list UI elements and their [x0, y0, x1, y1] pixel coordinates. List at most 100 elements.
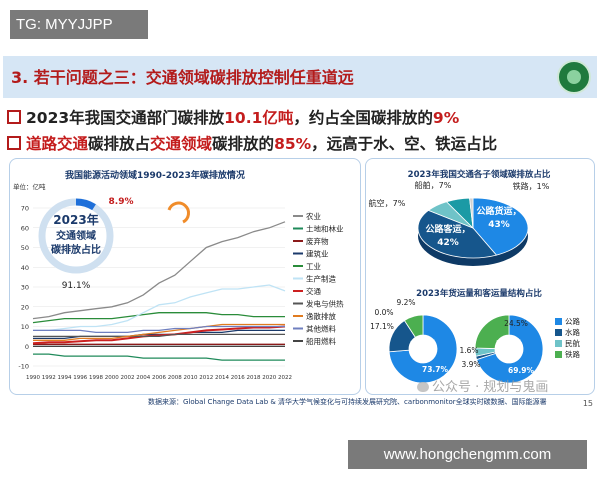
- donut-year: 2023年: [53, 212, 98, 227]
- bullet-1-c: ，约占全国碳排放的: [293, 109, 433, 127]
- legend-entry: 逸散排放: [306, 311, 336, 321]
- donut-value-水路: 1.6%: [459, 346, 478, 355]
- line-series-农业: [32, 221, 286, 320]
- donut-chart-title: 2023年货运量和客运量结构占比: [416, 288, 542, 299]
- pie-label-公路客运: 公路客运，: [425, 223, 470, 235]
- donut-share-arc: [75, 198, 96, 211]
- y-tick-label: 70: [21, 205, 29, 213]
- pie-label-公路货运: 公路货运，: [476, 205, 521, 217]
- y-tick-label: 10: [21, 323, 29, 331]
- slide-header: 3. 若干问题之三：交通领域碳排放控制任重道远: [3, 56, 597, 98]
- bullet-square-icon: [7, 110, 21, 124]
- page-number: 15: [582, 399, 593, 408]
- donut-line2: 碳排放占比: [51, 243, 101, 256]
- line-chart-title: 我国能源活动领域1990-2023年碳排放情况: [65, 169, 245, 181]
- x-tick-label: 2008: [168, 375, 182, 381]
- donut-rest-label: 91.1%: [62, 281, 91, 291]
- x-tick-label: 2002: [121, 375, 135, 381]
- x-tick-label: 2012: [199, 375, 213, 381]
- y-tick-label: 40: [21, 264, 29, 272]
- x-tick-label: 2010: [184, 375, 198, 381]
- legend-entry: 建筑业: [306, 249, 329, 259]
- donut-value-水路: 17.1%: [370, 322, 394, 331]
- x-tick-label: 2016: [231, 375, 245, 381]
- donut-center-label: 货运量: [409, 339, 436, 350]
- bullet-1-a: 2023年我国交通部门碳排放: [26, 109, 225, 127]
- legend-entry: 船用燃料: [306, 336, 336, 346]
- bullet-2-f: ，远高于水、空、铁运占比: [311, 135, 498, 153]
- x-tick-label: 1994: [58, 375, 72, 381]
- legend-entry: 交通: [306, 286, 321, 296]
- donut-legend-entry: 铁路: [565, 349, 580, 359]
- legend-entry: 其他燃料: [306, 324, 336, 334]
- donut-value-民航: 3.9%: [461, 360, 480, 369]
- pie-value-公路货运: 43%: [488, 220, 510, 230]
- x-tick-label: 2000: [105, 375, 119, 381]
- line-series-逸散排放: [33, 323, 285, 341]
- x-tick-label: 2004: [136, 375, 150, 381]
- x-tick-label: 1990: [26, 375, 40, 381]
- bullet-2-a: 道路交通: [26, 135, 89, 153]
- line-series-其他燃料: [33, 325, 285, 334]
- y-tick-label: -10: [18, 363, 29, 371]
- overlay-label-bottom: www.hongchengmm.com: [348, 440, 587, 469]
- university-logo-icon: [557, 60, 591, 94]
- bullet-1-d: 9%: [432, 109, 460, 127]
- donut-legend-swatch: [555, 351, 562, 358]
- line-series-生产制造: [33, 284, 286, 332]
- donut-value-公路: 69.9%: [508, 366, 535, 375]
- donut-value-民航: 0.0%: [374, 308, 393, 317]
- donut-slice-铁路: [474, 314, 510, 349]
- legend-entry: 生产制造: [306, 274, 336, 284]
- donut-legend-entry: 民航: [565, 338, 580, 348]
- y-tick-label: 50: [21, 244, 29, 252]
- line-chart-ylabel: 单位：亿吨: [13, 182, 46, 191]
- pie-chart-title: 2023年我国交通各子领域碳排放占比: [408, 169, 551, 180]
- legend-entry: 发电与供热: [306, 299, 344, 309]
- decorative-arc-icon: [167, 201, 191, 224]
- bullet-square-icon: [7, 136, 21, 150]
- line-series-交通: [32, 325, 286, 345]
- watermark-text: 公众号 · 规划与鬼画: [432, 380, 549, 395]
- pie-slice-铁路: [469, 197, 474, 229]
- overlay-label-top: TG: MYYJJPP: [10, 10, 148, 39]
- donut-legend-entry: 公路: [565, 316, 580, 326]
- donut-value-铁路: 9.2%: [396, 298, 415, 307]
- pie-slice-公路货运: [472, 197, 529, 256]
- x-tick-label: 1998: [89, 375, 103, 381]
- line-series-土地和林业: [33, 353, 285, 361]
- pie-label-铁路: 铁路，1%: [513, 181, 550, 191]
- donut-value-铁路: 24.5%: [504, 319, 528, 328]
- donut-share-label: 8.9%: [109, 197, 134, 207]
- donut-slice-公路: [476, 314, 544, 384]
- donut-legend-swatch: [555, 340, 562, 347]
- donut-line1: 交通领域: [56, 229, 96, 242]
- legend-entry: 废弃物: [306, 236, 329, 246]
- bullet-2: 道路交通碳排放占交通领域碳排放的85%，远高于水、空、铁运占比: [7, 132, 497, 154]
- legend-entry: 农业: [306, 211, 321, 221]
- line-series-发电与供热: [33, 333, 285, 338]
- donut-legend-entry: 水路: [565, 327, 580, 337]
- bullet-2-d: 碳排放的: [212, 135, 275, 153]
- source-note: 数据来源：Global Change Data Lab & 清华大学气候变化与可…: [148, 398, 547, 406]
- donut-legend-swatch: [555, 329, 562, 336]
- bullet-2-c: 交通领域: [150, 135, 213, 153]
- y-tick-label: 0: [25, 343, 29, 351]
- bullet-2-b: 碳排放占: [88, 135, 151, 153]
- y-tick-label: 20: [21, 303, 29, 311]
- slide-title: 3. 若干问题之三：交通领域碳排放控制任重道远: [11, 68, 354, 87]
- bullet-2-e: 85%: [274, 135, 312, 153]
- wechat-icon: [417, 382, 429, 392]
- x-tick-label: 2022: [278, 375, 292, 381]
- watermark: 公众号 · 规划与鬼画: [417, 376, 548, 395]
- donut-center-label: 客运量: [495, 339, 522, 350]
- y-tick-label: 60: [21, 224, 29, 232]
- line-series-工业: [32, 312, 285, 324]
- x-tick-label: 1992: [42, 375, 56, 381]
- donut-slice-铁路: [403, 314, 424, 338]
- legend-entry: 工业: [306, 261, 321, 271]
- pie-label-航空: 航空，7%: [369, 198, 406, 208]
- donut-value-公路: 73.7%: [422, 365, 449, 374]
- y-tick-label: 30: [21, 284, 29, 292]
- legend-entry: 土地和林业: [306, 224, 344, 234]
